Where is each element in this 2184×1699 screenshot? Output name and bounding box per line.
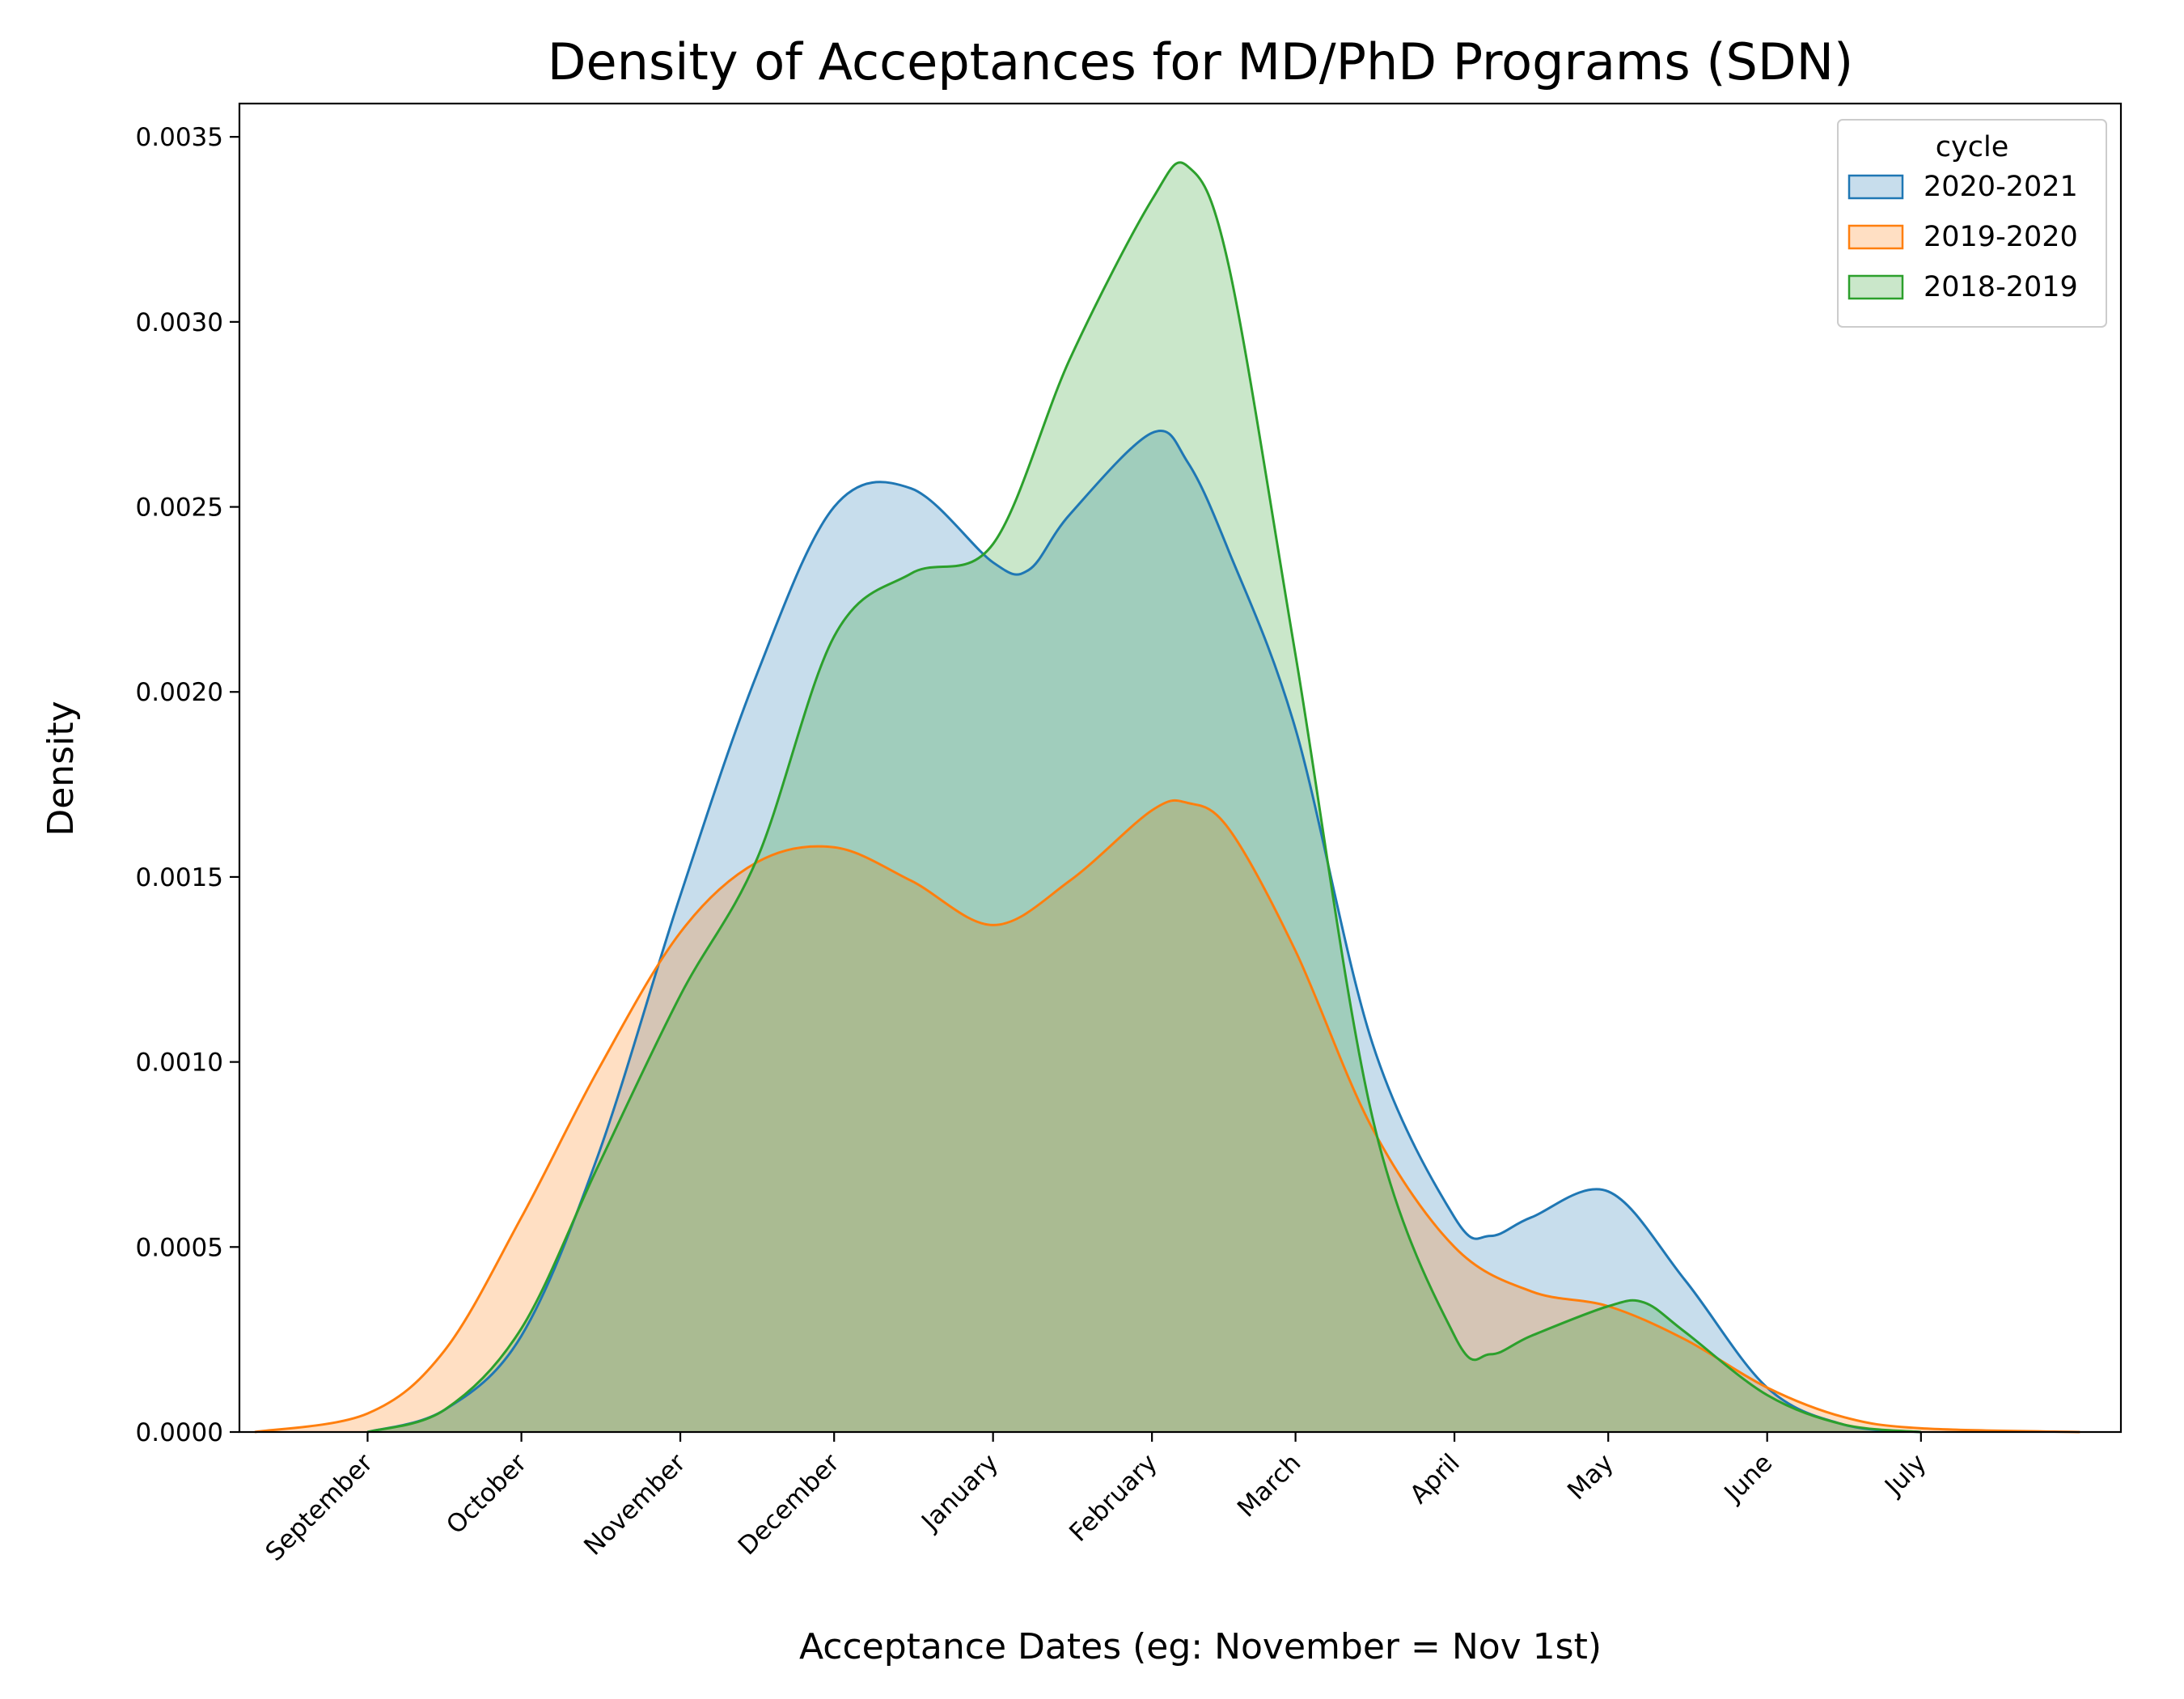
legend: cycle 2020-2021 2019-2020 2018-2019 — [1837, 119, 2107, 328]
legend-label-2018-2019: 2018-2019 — [1924, 271, 2078, 303]
series-areas — [255, 162, 2080, 1433]
y-axis-label: Density — [40, 701, 82, 836]
legend-swatch-2018-2019 — [1848, 274, 1904, 300]
x-axis-label: Acceptance Dates (eg: November = Nov 1st… — [799, 1626, 1602, 1667]
y-tick-label: 0.0005 — [136, 1233, 223, 1262]
legend-label-2019-2020: 2019-2020 — [1924, 221, 2078, 253]
series-line-2020-2021 — [366, 430, 1921, 1434]
series-area-2019-2020 — [255, 800, 2080, 1432]
series-line-2018-2019 — [366, 161, 1921, 1434]
legend-title: cycle — [1936, 131, 2008, 163]
series-area-2018-2019 — [367, 162, 1921, 1432]
series-lines — [254, 161, 2080, 1434]
legend-items: 2020-2021 2019-2020 2018-2019 — [1848, 171, 2078, 303]
series-area-2020-2021 — [367, 430, 1921, 1433]
legend-box — [1837, 119, 2107, 328]
series-line-2019-2020 — [254, 799, 2080, 1434]
y-tick-label: 0.0025 — [136, 494, 223, 523]
chart-title: Density of Acceptances for MD/PhD Progra… — [548, 32, 1853, 91]
y-tick-label: 0.0030 — [136, 308, 223, 337]
legend-swatch-2019-2020 — [1848, 224, 1904, 250]
y-tick-label: 0.0015 — [136, 863, 223, 892]
y-tick-label: 0.0000 — [136, 1418, 223, 1447]
legend-label-2020-2021: 2020-2021 — [1924, 171, 2078, 203]
plot-frame — [238, 102, 2123, 1434]
y-tick-label: 0.0035 — [136, 123, 223, 152]
y-tick-label: 0.0020 — [136, 678, 223, 707]
y-axis-ticks: 0.0000 0.0005 0.0010 0.0015 0.0020 0.0025 0.00… — [136, 123, 239, 1447]
y-tick-label: 0.0010 — [136, 1049, 223, 1078]
legend-swatch-2020-2021 — [1848, 174, 1904, 200]
